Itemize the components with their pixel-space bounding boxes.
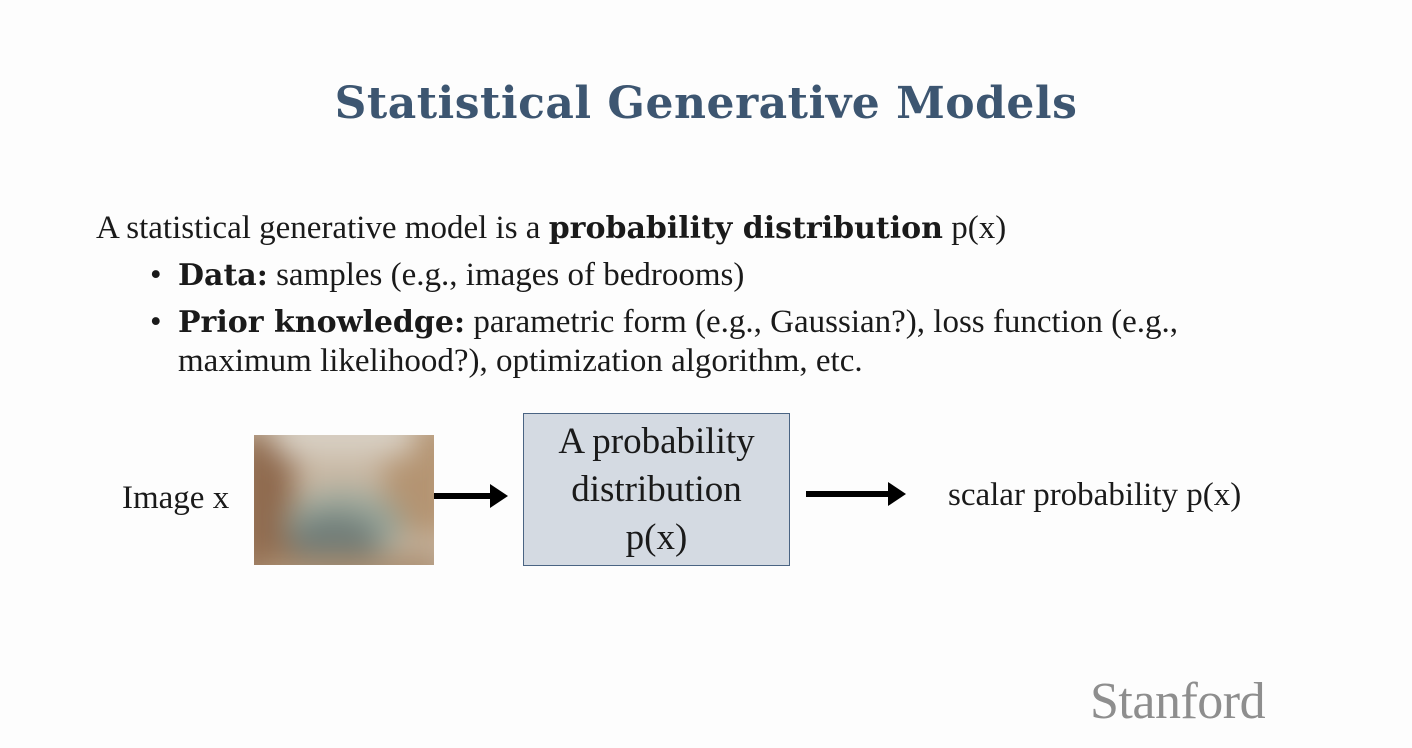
- input-label: Image x: [122, 480, 230, 516]
- bullet-label: Data:: [178, 258, 268, 293]
- bullet-list: • Data: samples (e.g., images of bedroom…: [150, 256, 1318, 389]
- intro-prefix: A statistical generative model is a: [96, 210, 549, 246]
- intro-bold-term: probability distribution: [548, 211, 943, 246]
- bedroom-image-thumbnail: [254, 435, 434, 565]
- output-label: scalar probability p(x): [948, 477, 1242, 513]
- bullet-text: samples (e.g., images of bedrooms): [267, 257, 745, 293]
- intro-sentence: A statistical generative model is a prob…: [96, 210, 1006, 247]
- arrow-to-box: [434, 484, 508, 508]
- stanford-logo: Stanford: [1090, 673, 1266, 730]
- bullet-marker: •: [150, 257, 162, 293]
- bullet-marker: •: [150, 304, 162, 340]
- bullet-label: Prior knowledge:: [178, 305, 466, 340]
- arrow-to-output: [806, 482, 906, 506]
- intro-suffix: p(x): [943, 210, 1007, 246]
- bullet-item-data: • Data: samples (e.g., images of bedroom…: [150, 256, 1318, 295]
- bullet-text: parametric form (e.g., Gaussian?), loss …: [178, 304, 1178, 379]
- box-line-1: A probability: [558, 420, 755, 462]
- box-line-2: distribution: [571, 468, 742, 510]
- probability-distribution-box: A probability distribution p(x): [523, 413, 790, 566]
- box-line-3: p(x): [625, 516, 688, 558]
- slide-title: Statistical Generative Models: [334, 78, 1078, 129]
- bullet-item-prior-knowledge: • Prior knowledge: parametric form (e.g.…: [150, 303, 1318, 381]
